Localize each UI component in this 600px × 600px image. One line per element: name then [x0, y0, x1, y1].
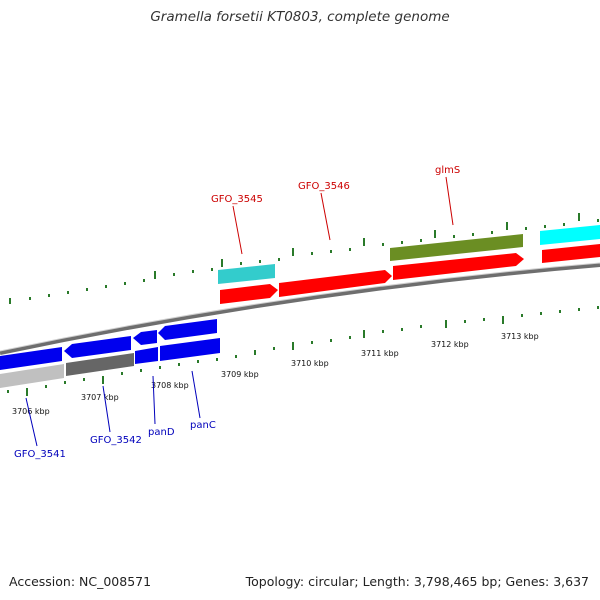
gene-GFO_3546[interactable] — [279, 270, 392, 297]
gene-label-panC[interactable]: panC — [190, 420, 216, 431]
gene-label-panD[interactable]: panD — [148, 427, 175, 438]
gene-panC-lower[interactable] — [160, 338, 220, 361]
gene-GFO_3542-grey[interactable] — [66, 353, 134, 376]
genome-backbone-highlight — [0, 262, 600, 352]
scale-label-3713: 3713 kbp — [501, 332, 539, 341]
gene-glmS-red[interactable] — [393, 253, 524, 280]
scale-label-3709: 3709 kbp — [221, 370, 259, 379]
gene-panD-lower[interactable] — [135, 347, 158, 364]
gene-GFO_3541-grey[interactable] — [0, 364, 64, 388]
top-leader-lines — [232, 176, 454, 255]
gene-GFO_3545-cyan[interactable] — [218, 264, 275, 284]
gene-right-cyan[interactable] — [540, 225, 600, 245]
gene-label-GFO_3541[interactable]: GFO_3541 — [14, 449, 66, 460]
gene-label-GFO_3545[interactable]: GFO_3545 — [211, 194, 263, 205]
gene-label-GFO_3546[interactable]: GFO_3546 — [298, 181, 350, 192]
gene-GFO_3542-blue[interactable] — [64, 336, 131, 358]
scale-label-3707: 3707 kbp — [81, 393, 119, 402]
scale-label-3710: 3710 kbp — [291, 359, 329, 368]
upper-ticks — [9, 213, 599, 304]
gene-right-red[interactable] — [542, 244, 600, 263]
gene-label-GFO_3542[interactable]: GFO_3542 — [90, 435, 142, 446]
gene-label-glmS[interactable]: glmS — [435, 165, 460, 176]
map-title: Gramella forsetii KT0803, complete genom… — [150, 9, 450, 25]
bottom-leader-lines — [25, 370, 201, 447]
accession-text: Accession: NC_008571 — [9, 574, 152, 589]
topology-text: Topology: circular; Length: 3,798,465 bp… — [245, 574, 589, 589]
gene-GFO_3545-red[interactable] — [220, 284, 278, 304]
gene-panD[interactable] — [133, 330, 157, 345]
scale-label-3706: 3706 kbp — [12, 407, 50, 416]
lower-ticks — [7, 306, 599, 396]
gene-GFO_3541-blue[interactable] — [0, 347, 62, 370]
scale-label-3712: 3712 kbp — [431, 340, 469, 349]
scale-label-3711: 3711 kbp — [361, 349, 399, 358]
gene-glmS-olive[interactable] — [390, 234, 523, 261]
scale-label-3708: 3708 kbp — [151, 381, 189, 390]
genome-backbone — [0, 263, 600, 355]
gene-panC[interactable] — [158, 319, 217, 340]
